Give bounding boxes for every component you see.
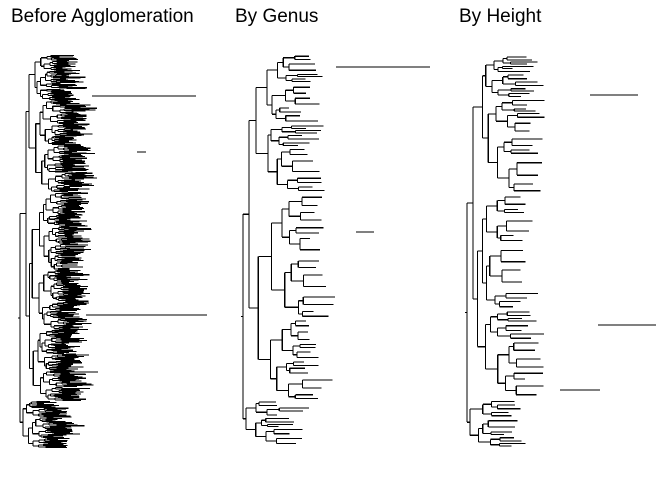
panel-title-by-height: By Height xyxy=(459,6,542,27)
panel-title-by-genus: By Genus xyxy=(235,6,318,27)
panel-before-agglomeration: Before Agglomeration xyxy=(11,6,207,449)
panel-title-before-agglomeration: Before Agglomeration xyxy=(11,6,194,27)
panel-by-genus: By Genus xyxy=(235,6,430,445)
dendrogram-by-genus xyxy=(241,55,430,445)
panel-by-height: By Height xyxy=(459,6,656,447)
dendrogram-by-height xyxy=(465,56,656,447)
dendrogram-before-agglomeration xyxy=(18,54,207,449)
